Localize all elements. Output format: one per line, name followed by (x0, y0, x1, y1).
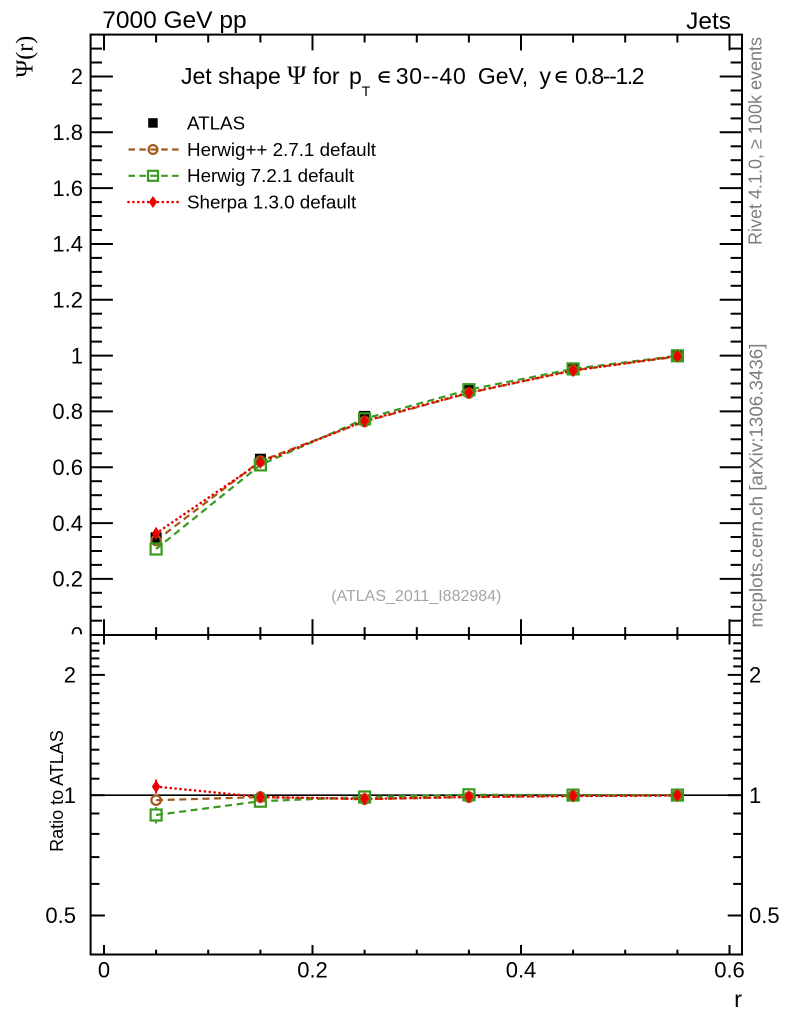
svg-text:Ratio to ATLAS: Ratio to ATLAS (47, 730, 67, 852)
svg-text:1.6: 1.6 (52, 176, 83, 201)
svg-text:0.6: 0.6 (714, 958, 745, 983)
svg-text:7000 GeV pp: 7000 GeV pp (102, 7, 246, 34)
svg-text:1.8: 1.8 (52, 120, 83, 145)
svg-text:mcplots.cern.ch [arXiv:1306.34: mcplots.cern.ch [arXiv:1306.3436] (746, 344, 767, 628)
svg-text:0: 0 (98, 958, 110, 983)
svg-text:ATLAS: ATLAS (187, 112, 245, 133)
svg-text:2: 2 (64, 663, 76, 688)
svg-text:0.4: 0.4 (506, 958, 537, 983)
svg-text:0.4: 0.4 (52, 511, 83, 536)
svg-text:1: 1 (749, 783, 761, 808)
svg-text:2: 2 (71, 64, 83, 89)
svg-text:Herwig 7.2.1 default: Herwig 7.2.1 default (187, 165, 355, 186)
svg-text:0.8: 0.8 (52, 399, 83, 424)
svg-text:(ATLAS_2011_I882984): (ATLAS_2011_I882984) (331, 588, 501, 605)
svg-text:Rivet 4.1.0, ≥ 100k events: Rivet 4.1.0, ≥ 100k events (746, 37, 766, 245)
svg-text:r: r (734, 986, 742, 1012)
svg-text:1: 1 (71, 343, 83, 368)
svg-text:Sherpa 1.3.0 default: Sherpa 1.3.0 default (187, 191, 357, 212)
svg-text:0.6: 0.6 (52, 455, 83, 480)
svg-text:Jets: Jets (686, 8, 731, 35)
svg-text:2: 2 (749, 663, 761, 688)
svg-text:1.2: 1.2 (52, 288, 83, 313)
svg-text:0.2: 0.2 (52, 567, 83, 592)
svg-text:Ψ(r): Ψ(r) (13, 36, 39, 78)
svg-text:0.2: 0.2 (297, 958, 328, 983)
svg-text:0.5: 0.5 (45, 903, 76, 928)
svg-text:Herwig++ 2.7.1 default: Herwig++ 2.7.1 default (187, 139, 377, 160)
svg-text:1: 1 (64, 783, 76, 808)
svg-text:0: 0 (71, 622, 83, 647)
svg-text:1.4: 1.4 (52, 232, 83, 257)
svg-text:0.5: 0.5 (749, 903, 780, 928)
